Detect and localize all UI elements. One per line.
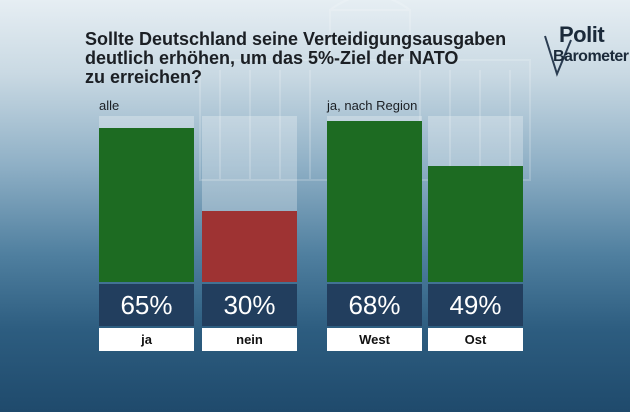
bar-track-ja bbox=[99, 116, 194, 282]
bar-west bbox=[327, 121, 422, 282]
bar-track-west bbox=[327, 116, 422, 282]
panel-title-alle: alle bbox=[99, 98, 120, 113]
panel-title-region: ja, nach Region bbox=[327, 98, 418, 113]
value-label-nein: 30% bbox=[202, 284, 297, 326]
politbarometer-logo: Polit Barometer bbox=[543, 22, 629, 77]
bar-track-ost bbox=[428, 116, 523, 282]
category-label-west: West bbox=[327, 328, 422, 351]
category-label-ost: Ost bbox=[428, 328, 523, 351]
bar-ja bbox=[99, 128, 194, 282]
value-label-west: 68% bbox=[327, 284, 422, 326]
category-label-ja: ja bbox=[99, 328, 194, 351]
chart-title: Sollte Deutschland seine Verteidigungsau… bbox=[85, 29, 507, 87]
logo-text-bottom: Barometer bbox=[553, 48, 629, 65]
bar-nein bbox=[202, 211, 297, 282]
category-label-nein: nein bbox=[202, 328, 297, 351]
logo-text-top: Polit bbox=[559, 22, 605, 47]
value-label-ja: 65% bbox=[99, 284, 194, 326]
check-icon bbox=[544, 35, 572, 77]
bar-track-nein bbox=[202, 116, 297, 282]
value-label-ost: 49% bbox=[428, 284, 523, 326]
bar-ost bbox=[428, 166, 523, 282]
